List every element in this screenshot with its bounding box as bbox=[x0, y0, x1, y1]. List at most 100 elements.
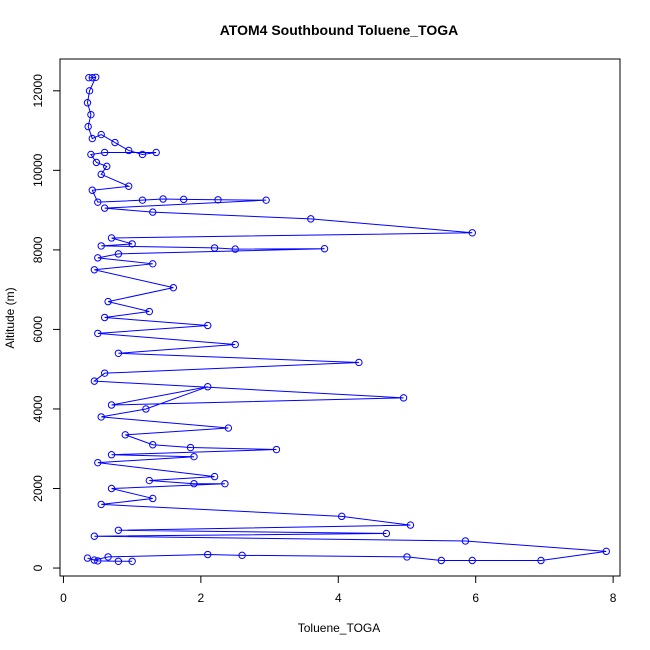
data-point bbox=[437, 556, 446, 565]
x-tick-label: 6 bbox=[472, 591, 479, 605]
data-point bbox=[338, 512, 346, 521]
data-point bbox=[90, 532, 99, 540]
data-point bbox=[125, 182, 133, 190]
y-tick-label: 4000 bbox=[31, 395, 45, 422]
y-tick-label: 8000 bbox=[31, 236, 45, 263]
data-point bbox=[238, 551, 246, 560]
data-point bbox=[403, 553, 411, 561]
data-point bbox=[107, 451, 116, 459]
data-point bbox=[92, 158, 101, 167]
data-point bbox=[355, 358, 363, 367]
data-point bbox=[214, 196, 222, 204]
data-point bbox=[145, 307, 154, 316]
data-point bbox=[272, 445, 281, 454]
data-point bbox=[159, 195, 167, 203]
data-point bbox=[262, 196, 270, 204]
data-point bbox=[92, 73, 100, 81]
data-point bbox=[94, 198, 102, 206]
data-point bbox=[128, 240, 136, 248]
x-tick-label: 2 bbox=[198, 591, 205, 605]
data-point bbox=[190, 480, 198, 488]
data-point bbox=[90, 266, 99, 274]
x-tick-label: 8 bbox=[610, 591, 617, 605]
data-point bbox=[179, 195, 188, 204]
data-point bbox=[382, 529, 391, 538]
data-point bbox=[103, 162, 111, 171]
data-point bbox=[94, 329, 102, 338]
data-point bbox=[94, 254, 102, 262]
data-point bbox=[149, 260, 157, 268]
data-point bbox=[90, 377, 99, 385]
data-point bbox=[468, 556, 476, 565]
data-point bbox=[87, 150, 95, 159]
data-point bbox=[104, 297, 112, 306]
data-point bbox=[107, 484, 116, 493]
data-point bbox=[100, 148, 109, 157]
data-point bbox=[97, 170, 105, 179]
data-point bbox=[85, 87, 94, 95]
data-point bbox=[210, 472, 219, 481]
data-point bbox=[121, 431, 129, 439]
data-point bbox=[83, 99, 92, 107]
data-point bbox=[128, 557, 136, 565]
data-point bbox=[107, 234, 116, 242]
data-point bbox=[231, 340, 239, 349]
data-point bbox=[100, 369, 109, 377]
data-point bbox=[537, 556, 545, 565]
y-tick-label: 6000 bbox=[31, 316, 45, 343]
data-point bbox=[138, 196, 147, 204]
data-point bbox=[114, 526, 123, 534]
data-point bbox=[399, 394, 408, 402]
data-point bbox=[210, 244, 219, 252]
data-point bbox=[231, 245, 239, 253]
series-line bbox=[86, 76, 607, 562]
x-tick-label: 0 bbox=[60, 591, 67, 605]
data-point bbox=[307, 215, 315, 223]
data-point bbox=[204, 382, 212, 391]
data-point bbox=[221, 480, 229, 488]
data-point bbox=[320, 244, 329, 253]
data-point bbox=[204, 550, 212, 559]
x-tick-label: 4 bbox=[335, 591, 342, 605]
data-point bbox=[149, 494, 157, 503]
data-point bbox=[100, 313, 109, 322]
data-point bbox=[406, 521, 415, 529]
data-point bbox=[90, 556, 99, 564]
plot-frame bbox=[59, 58, 621, 577]
data-point bbox=[97, 500, 105, 509]
data-point bbox=[88, 73, 96, 82]
data-point bbox=[114, 557, 123, 565]
y-tick-label: 2000 bbox=[31, 475, 45, 502]
data-point bbox=[190, 452, 198, 461]
data-point bbox=[149, 441, 157, 449]
series-layer bbox=[83, 73, 610, 565]
data-point bbox=[97, 130, 105, 139]
y-tick-label: 10000 bbox=[31, 153, 45, 187]
data-point bbox=[186, 443, 195, 452]
data-point bbox=[114, 349, 123, 357]
data-point bbox=[104, 553, 112, 561]
data-point bbox=[88, 134, 96, 143]
y-axis: 0 2000 4000 6000 8000 10000 12000 bbox=[31, 74, 61, 571]
data-point bbox=[83, 554, 92, 562]
x-axis: 0 2 4 6 8 bbox=[60, 575, 617, 605]
chart-title: ATOM4 Southbound Toluene_TOGA bbox=[220, 22, 459, 38]
data-point bbox=[87, 110, 95, 119]
y-tick-label: 12000 bbox=[31, 74, 45, 108]
data-point bbox=[88, 186, 96, 194]
y-axis-label: Altitude (m) bbox=[3, 287, 17, 348]
x-axis-label: Toluene_TOGA bbox=[298, 621, 381, 635]
data-point bbox=[100, 204, 109, 212]
data-point bbox=[224, 424, 233, 432]
data-point bbox=[152, 148, 160, 157]
data-point bbox=[97, 242, 105, 250]
data-point bbox=[461, 537, 470, 545]
data-point bbox=[107, 401, 116, 409]
data-point bbox=[114, 250, 123, 258]
data-point bbox=[138, 150, 147, 159]
data-point bbox=[142, 405, 150, 413]
data-point bbox=[149, 208, 157, 216]
data-point bbox=[468, 229, 476, 237]
data-point bbox=[97, 413, 105, 421]
